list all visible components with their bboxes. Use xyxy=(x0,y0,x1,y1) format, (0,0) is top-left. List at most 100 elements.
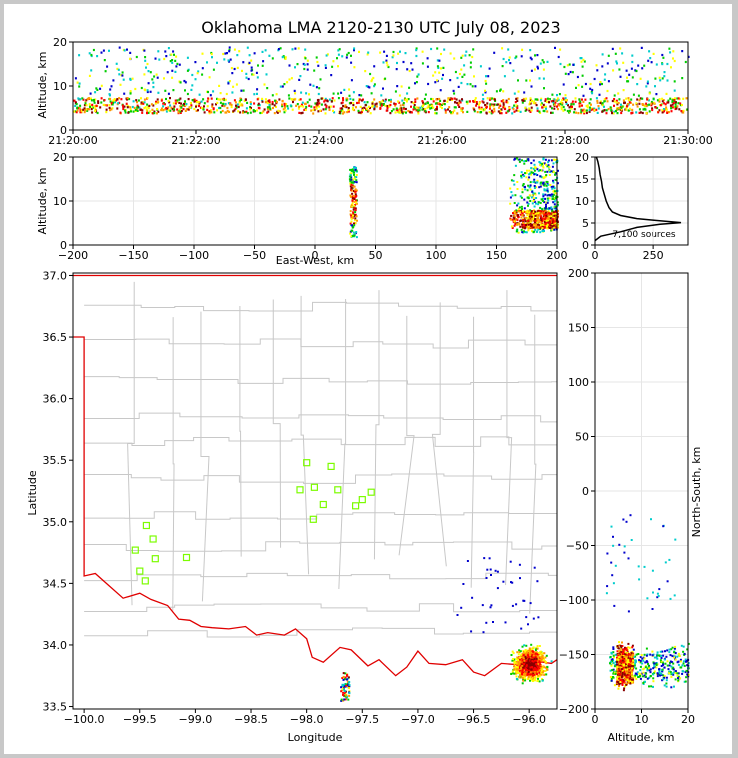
time-height-point xyxy=(556,105,558,108)
time-height-point xyxy=(557,98,560,101)
time-height-point xyxy=(643,104,646,107)
map-source-point xyxy=(529,648,532,651)
time-height-point xyxy=(298,78,301,81)
ns-point xyxy=(611,658,614,661)
ns-point xyxy=(636,674,639,677)
ns-point xyxy=(616,675,619,678)
ew-point xyxy=(526,210,529,213)
map-source-point xyxy=(532,654,535,657)
time-height-point xyxy=(304,108,307,111)
map-source-point xyxy=(539,663,542,666)
time-height-point xyxy=(172,50,175,53)
ew-point xyxy=(540,221,543,224)
time-height-point xyxy=(152,86,155,89)
time-height-point xyxy=(609,106,612,109)
ew-point xyxy=(515,211,518,214)
time-height-point xyxy=(385,59,388,62)
ew-point xyxy=(354,193,357,196)
ew-point xyxy=(519,220,522,223)
ew-point xyxy=(547,199,550,202)
ew-point xyxy=(536,225,539,228)
time-height-point xyxy=(140,86,143,90)
time-height-point xyxy=(672,102,675,105)
map-source-point xyxy=(490,604,493,607)
ew-point xyxy=(554,205,557,208)
ew-point xyxy=(518,222,521,225)
ew-point xyxy=(543,214,546,217)
time-height-point xyxy=(415,81,418,84)
map-source-point xyxy=(521,645,524,648)
ew-point xyxy=(537,203,540,206)
ew-point xyxy=(354,188,357,191)
time-height-point xyxy=(514,56,517,60)
time-height-point xyxy=(448,106,451,109)
map-source-point xyxy=(481,604,484,607)
time-height-point xyxy=(211,56,213,59)
ns-point xyxy=(638,672,641,675)
time-height-point xyxy=(551,111,554,114)
map-source-point xyxy=(530,661,533,664)
time-height-point xyxy=(201,52,204,55)
ew-point xyxy=(530,224,533,227)
ew-point xyxy=(521,159,523,162)
time-height-point xyxy=(619,75,622,78)
time-height-point xyxy=(386,107,389,110)
time-height-point xyxy=(476,111,479,114)
time-height-point xyxy=(269,107,272,110)
ns-point xyxy=(617,647,620,650)
ns-point xyxy=(618,658,621,661)
ew-point xyxy=(554,198,557,201)
ns-point xyxy=(686,664,689,667)
time-height-point xyxy=(249,101,252,104)
map-source-point xyxy=(485,577,488,579)
map-source-point xyxy=(531,660,534,663)
ew-point xyxy=(554,173,556,176)
ns-point xyxy=(656,657,659,660)
time-height-point xyxy=(364,70,367,73)
ns-point xyxy=(626,669,629,672)
time-height-point xyxy=(127,111,130,114)
time-height-point xyxy=(397,52,400,55)
ew-point xyxy=(548,166,551,169)
time-height-point xyxy=(316,60,319,64)
ew-point xyxy=(530,215,533,218)
ns-point xyxy=(652,685,654,688)
ns-point xyxy=(613,665,616,668)
ew-point xyxy=(527,227,530,230)
time-height-point xyxy=(342,97,344,100)
time-height-point xyxy=(519,110,522,113)
ew-point xyxy=(354,168,357,171)
ns-point xyxy=(630,678,633,681)
time-height-point xyxy=(430,106,433,110)
time-height-point xyxy=(118,97,121,100)
time-height-point xyxy=(266,106,269,109)
map-source-point xyxy=(524,672,527,675)
map-source-point xyxy=(537,654,540,657)
ns-point xyxy=(612,654,615,657)
ew-point xyxy=(543,188,546,191)
time-height-point xyxy=(294,66,296,69)
time-height-point xyxy=(358,94,361,97)
time-height-point xyxy=(176,108,179,111)
time-height-point xyxy=(529,110,532,113)
time-height-point xyxy=(499,112,502,115)
time-height-point xyxy=(558,93,561,96)
map-source-point xyxy=(545,673,548,676)
time-height-point xyxy=(416,75,419,78)
time-height-point xyxy=(74,104,77,107)
time-height-point xyxy=(123,49,126,52)
ns-point xyxy=(672,673,675,676)
time-height-point xyxy=(108,49,110,52)
time-height-point xyxy=(441,103,443,106)
ew-point xyxy=(354,222,357,225)
time-height-point xyxy=(473,108,476,111)
ns-point xyxy=(614,673,617,675)
time-height-point xyxy=(167,92,170,95)
ns-point xyxy=(631,670,633,673)
time-height-point xyxy=(585,109,588,112)
time-height-point xyxy=(146,112,148,115)
time-height-point xyxy=(493,107,496,110)
county-line xyxy=(300,295,310,575)
map-source-point xyxy=(518,664,520,667)
time-height-point xyxy=(254,110,256,113)
